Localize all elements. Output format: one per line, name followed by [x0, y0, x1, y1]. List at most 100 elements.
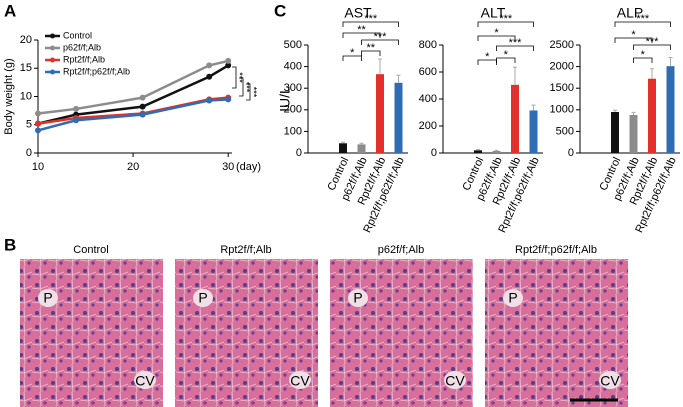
y-tick-label: 300: [284, 82, 302, 94]
data-point: [139, 111, 146, 118]
y-tick-label: 5: [26, 119, 32, 131]
image-title: Rpt2f/f;Alb: [220, 244, 271, 256]
data-point: [139, 103, 146, 110]
image-label: CV: [445, 373, 465, 389]
sig-label: *: [350, 47, 355, 59]
x-tick-label: 10: [32, 161, 44, 173]
x-tick-label: 20: [127, 161, 139, 173]
sig-label: **: [357, 24, 366, 36]
sig-bracket: [361, 39, 399, 45]
bar: [376, 74, 384, 153]
legend-label: Control: [63, 30, 92, 40]
y-tick-label: 500: [556, 125, 574, 137]
y-tick-label: 15: [20, 62, 32, 74]
portal-region: [348, 289, 368, 307]
y-tick-label: 400: [284, 61, 302, 73]
image-label: CV: [135, 373, 155, 389]
sig-bracket: [614, 37, 653, 43]
vein-region: [444, 371, 466, 389]
image-title: Control: [73, 244, 108, 256]
image-label: P: [43, 290, 52, 306]
series-line: [37, 98, 229, 132]
bar: [339, 143, 347, 153]
sig-label: *: [641, 49, 646, 61]
bar: [474, 150, 482, 153]
sig-bracket: [633, 57, 653, 63]
sig-label: *: [485, 51, 490, 63]
sig-label: ***: [364, 13, 378, 25]
y-axis-label: IU/L: [277, 86, 293, 112]
legend-marker: [50, 45, 55, 51]
y-tick-label: 2500: [550, 39, 574, 51]
sig-bracket: [246, 83, 251, 101]
sig-bracket: [496, 45, 534, 51]
panel-label: B: [4, 235, 16, 254]
legend-label: Rpt2f/f;p62f/f;Alb: [63, 66, 130, 76]
y-tick-label: 200: [419, 120, 437, 132]
sig-bracket: [477, 35, 516, 41]
y-tick-label: 0: [26, 147, 32, 159]
chart-title: ALT: [481, 5, 506, 21]
y-tick-label: 0: [296, 147, 302, 159]
portal-region: [193, 289, 213, 307]
y-tick-label: 10: [20, 90, 32, 102]
legend-marker: [50, 69, 55, 75]
y-tick-label: 1500: [550, 82, 574, 94]
panel-label: A: [4, 1, 16, 20]
bar: [511, 84, 519, 153]
sig-label: *: [494, 27, 499, 39]
sig-label: ***: [242, 82, 252, 93]
vein-region: [599, 371, 621, 389]
data-point: [35, 120, 41, 127]
image-label: P: [198, 290, 207, 306]
x-axis-label: (day): [236, 161, 261, 173]
legend-marker: [50, 33, 55, 39]
y-tick-label: 600: [419, 66, 437, 78]
sig-label: *: [504, 49, 509, 61]
sig-bracket: [342, 21, 399, 27]
sig-bracket: [496, 57, 516, 63]
sig-label: **: [366, 42, 375, 54]
y-tick-label: 0: [568, 147, 574, 159]
chart-title: AST: [344, 5, 372, 21]
y-tick-label: 1000: [550, 104, 574, 116]
y-tick-label: 500: [284, 39, 302, 51]
data-point: [139, 94, 146, 101]
y-axis-label: Body weight (g): [3, 58, 15, 134]
data-point: [73, 105, 80, 112]
y-tick-label: 200: [284, 104, 302, 116]
bar: [629, 114, 638, 153]
bar: [529, 110, 538, 153]
y-tick-label: 400: [419, 93, 437, 105]
y-tick-label: 100: [284, 125, 302, 137]
bar: [492, 150, 501, 153]
chart-title: ALP: [617, 5, 643, 21]
sig-label: ***: [249, 87, 259, 98]
data-point: [206, 97, 213, 104]
sig-label: ***: [374, 31, 388, 43]
sig-label: ***: [646, 36, 660, 48]
image-label: P: [353, 290, 362, 306]
image-label: CV: [290, 373, 310, 389]
data-point: [225, 96, 232, 103]
y-tick-label: 800: [419, 39, 437, 51]
y-tick-label: 2000: [550, 61, 574, 73]
bar: [666, 66, 675, 153]
vein-region: [134, 371, 156, 389]
sig-label: ***: [636, 13, 650, 25]
bar: [648, 78, 656, 153]
sig-bracket: [342, 32, 381, 38]
panel-label: C: [274, 1, 286, 20]
legend-marker: [50, 57, 55, 63]
image-label: CV: [600, 373, 620, 389]
x-tick-label: 30: [222, 161, 234, 173]
bar: [357, 144, 366, 153]
data-point: [35, 127, 41, 134]
bar: [394, 82, 403, 153]
data-point: [206, 62, 213, 69]
sig-bracket: [232, 66, 237, 89]
image-title: Rpt2f/f;p62f/f;Alb: [515, 244, 597, 256]
legend-label: Rpt2f/f;Alb: [63, 54, 105, 64]
sig-bracket: [614, 21, 671, 27]
